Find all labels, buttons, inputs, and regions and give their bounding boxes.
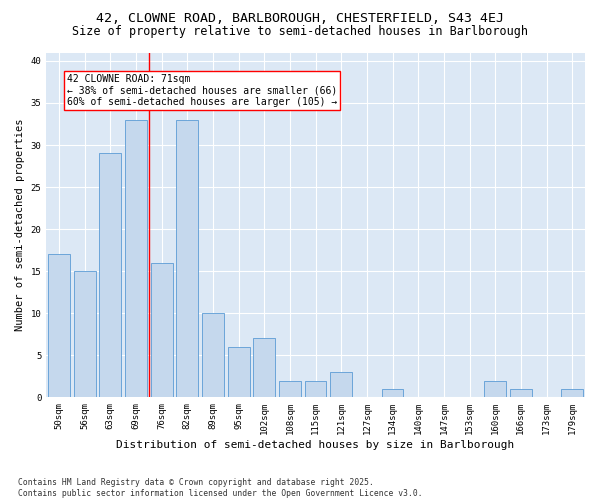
Bar (202, 313, 224, 398)
Bar (176, 120, 198, 398)
Bar (74, 271, 95, 398)
Bar (331, 372, 352, 398)
Bar (100, 154, 121, 398)
Bar (484, 380, 506, 398)
Bar (228, 347, 250, 398)
Bar (253, 338, 275, 398)
Text: 42, CLOWNE ROAD, BARLBOROUGH, CHESTERFIELD, S43 4EJ: 42, CLOWNE ROAD, BARLBOROUGH, CHESTERFIE… (96, 12, 504, 26)
X-axis label: Distribution of semi-detached houses by size in Barlborough: Distribution of semi-detached houses by … (116, 440, 515, 450)
Bar (510, 389, 532, 398)
Bar (561, 389, 583, 398)
Text: 42 CLOWNE ROAD: 71sqm
← 38% of semi-detached houses are smaller (66)
60% of semi: 42 CLOWNE ROAD: 71sqm ← 38% of semi-deta… (67, 74, 337, 106)
Bar (382, 389, 403, 398)
Y-axis label: Number of semi-detached properties: Number of semi-detached properties (15, 118, 25, 331)
Bar (305, 380, 326, 398)
Bar (48, 254, 70, 398)
Bar (125, 120, 147, 398)
Bar (151, 263, 173, 398)
Bar (279, 380, 301, 398)
Text: Contains HM Land Registry data © Crown copyright and database right 2025.
Contai: Contains HM Land Registry data © Crown c… (18, 478, 422, 498)
Text: Size of property relative to semi-detached houses in Barlborough: Size of property relative to semi-detach… (72, 25, 528, 38)
